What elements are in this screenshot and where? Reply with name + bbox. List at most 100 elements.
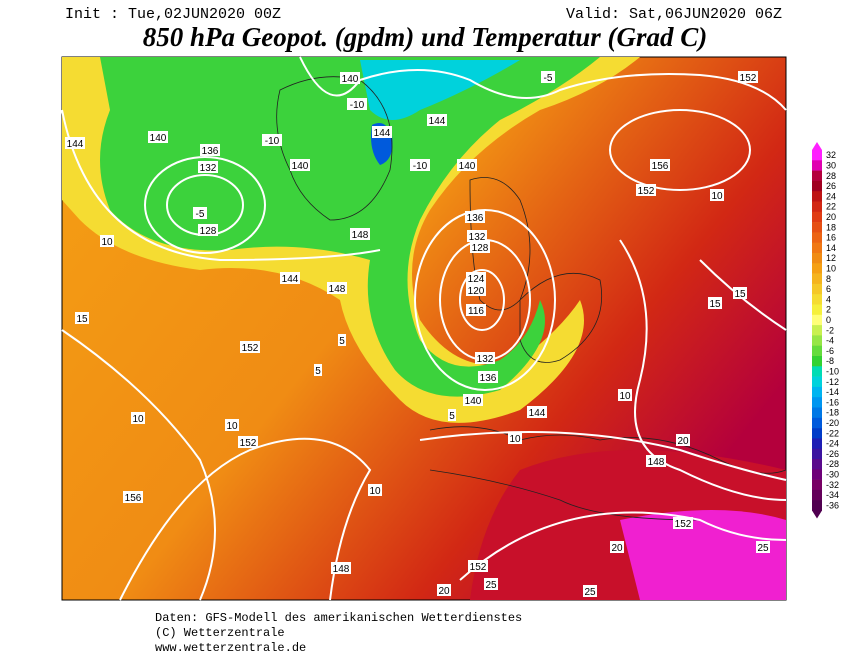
contour-label-bg: [327, 282, 347, 294]
contour-label: 124: [468, 274, 485, 285]
isohypse: [414, 209, 556, 391]
contour-label: 120: [468, 286, 485, 297]
colorbar-label: 0: [826, 315, 831, 325]
colorbar-cell: [812, 150, 822, 161]
contour-label: -10: [413, 161, 428, 172]
contour-label: 152: [638, 186, 655, 197]
contour-label-bg: [427, 114, 447, 126]
footer-line: Daten: GFS-Modell des amerikanischen Wet…: [155, 611, 522, 625]
colorbar-label: -14: [826, 387, 839, 397]
colorbar-cell: [812, 469, 822, 480]
contour-label-bg: [583, 585, 597, 597]
colorbar-cell: [812, 448, 822, 460]
isohypse: [299, 56, 787, 111]
contour-label-bg: [368, 484, 382, 496]
colorbar-label: -34: [826, 490, 839, 500]
colorbar-cell: [812, 417, 822, 429]
colorbar-cell: [812, 211, 822, 223]
contour-label-bg: [238, 436, 258, 448]
contour-label-bg: [193, 207, 207, 219]
contour-label-bg: [467, 230, 487, 242]
colorbar-label: 12: [826, 253, 836, 263]
contour-label: 148: [329, 284, 346, 295]
contour-label: 10: [711, 191, 723, 202]
colorbar-arrow: [812, 142, 822, 150]
colorbar-cell: [812, 438, 822, 449]
colorbar-cell: [812, 325, 822, 336]
colorbar-label: 20: [826, 212, 836, 222]
contour-label-bg: [198, 224, 218, 236]
contour-label: 10: [101, 237, 113, 248]
colorbar-cell: [812, 479, 822, 491]
colorbar-label: -4: [826, 336, 834, 346]
contour-label: 116: [468, 306, 484, 317]
colorbar-label: 22: [826, 202, 836, 212]
contour-label-bg: [410, 159, 430, 171]
colorbar-cell: [812, 428, 822, 439]
contour-label: 5: [449, 411, 455, 422]
contour-label-bg: [131, 412, 145, 424]
colorbar-cell: [812, 386, 822, 398]
contour-label-bg: [470, 241, 490, 253]
contour-label-bg: [527, 406, 547, 418]
colorbar-label: -16: [826, 397, 839, 407]
colorbar-label: -24: [826, 439, 839, 449]
contour-label-bg: [466, 304, 486, 316]
colorbar-cell: [812, 232, 822, 243]
contour-label-bg: [100, 235, 114, 247]
contour-label-bg: [262, 134, 282, 146]
contour-label: 144: [529, 408, 546, 419]
contour-label-bg: [756, 541, 770, 553]
colorbar-cell: [812, 335, 822, 346]
contour-label: 140: [150, 133, 167, 144]
colorbar-label: -10: [826, 366, 839, 376]
colorbar-arrow: [812, 510, 822, 519]
contour-label-bg: [508, 432, 522, 444]
contour-label-bg: [676, 434, 690, 446]
colorbar-label: -18: [826, 408, 839, 418]
contour-label-bg: [331, 562, 351, 574]
contour-label-bg: [225, 419, 239, 431]
contour-label: 140: [292, 161, 309, 172]
contour-label: 5: [339, 336, 345, 347]
contour-label-bg: [338, 334, 346, 346]
contour-label: 132: [469, 232, 486, 243]
contour-label: 20: [677, 436, 689, 447]
contour-label: 20: [438, 586, 450, 597]
isohypse: [619, 239, 787, 501]
colorbar-label: -32: [826, 480, 839, 490]
contour-label: 10: [132, 414, 144, 425]
colorbar-cell: [812, 376, 822, 388]
contour-label: 144: [282, 274, 299, 285]
footer-line: www.wetterzentrale.de: [155, 641, 306, 655]
colorbar-cell: [812, 170, 822, 182]
contour-label-bg: [148, 131, 168, 143]
colorbar-cell: [812, 242, 822, 254]
isohypse: [61, 109, 381, 262]
contour-label-bg: [123, 491, 143, 503]
contour-label: 148: [352, 230, 369, 241]
contour-label: 152: [740, 73, 757, 84]
colorbar-cell: [812, 180, 822, 192]
contour-label: 144: [374, 128, 391, 139]
isohypse: [119, 437, 372, 601]
contour-label: 140: [459, 161, 476, 172]
contour-label: 140: [465, 396, 482, 407]
colorbar-label: -2: [826, 325, 834, 335]
colorbar-label: 30: [826, 160, 836, 170]
contour-label: 10: [369, 486, 381, 497]
contour-label-bg: [468, 560, 488, 572]
contour-label: 152: [242, 343, 259, 354]
contour-label: 15: [76, 314, 88, 325]
colorbar-cell: [812, 273, 822, 285]
colorbar-label: -12: [826, 377, 839, 387]
contour-label: -5: [544, 73, 553, 84]
colorbar-cell: [812, 294, 822, 305]
colorbar-cell: [812, 222, 822, 233]
colorbar-label: -22: [826, 428, 839, 438]
colorbar-cell: [812, 500, 822, 511]
cool-region: [100, 57, 600, 397]
colorbar-label: -20: [826, 418, 839, 428]
colorbar-label: -30: [826, 469, 839, 479]
contour-label: 10: [509, 434, 521, 445]
